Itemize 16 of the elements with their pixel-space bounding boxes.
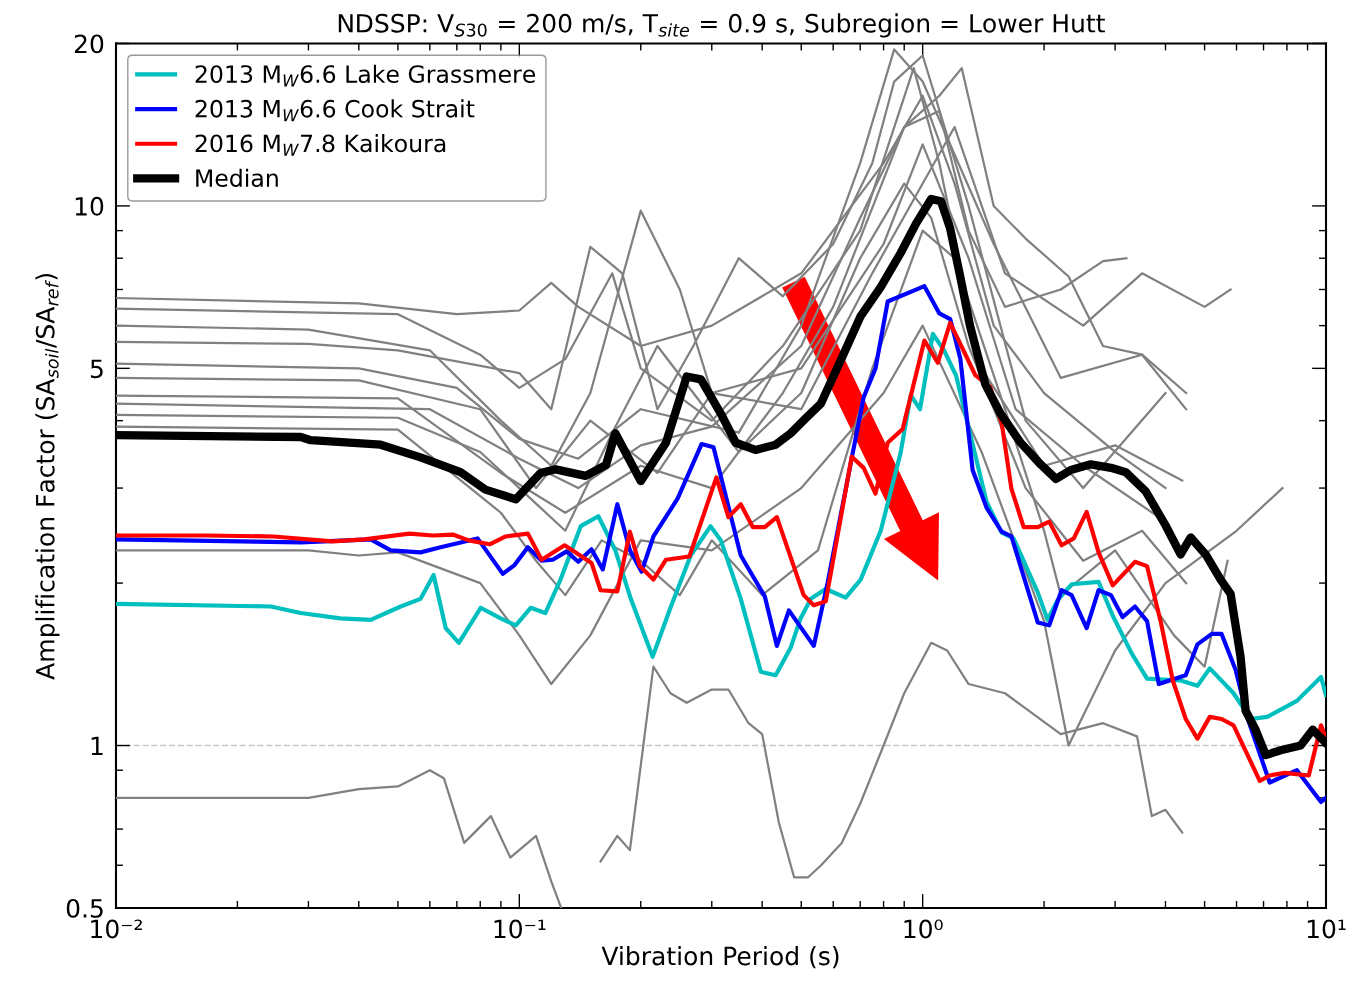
y-tick-label: 10 [75, 196, 104, 216]
chart-title: NDSSP: V$_{S30}$ = 200 m/s, T$_{site}$ = 0.9 s, Subregion = Lower Hutt [338, 13, 1105, 38]
y-tick-label: 0.5 [66, 898, 103, 918]
x-tick-label: 10⁰ [904, 919, 943, 939]
y-axis-title: Amplification Factor (SA$_{soil}$/SA$_{ref}$) [35, 273, 60, 680]
x-tick-label: 10⁻¹ [494, 919, 546, 939]
legend-label: Median [196, 168, 278, 187]
y-tick-label: 20 [74, 34, 104, 54]
legend-label: 2013 M$_{W}$6.6 Lake Grassmere [195, 64, 536, 87]
x-tick-label: 10¹ [1307, 919, 1346, 939]
x-tick-label: 10⁻² [91, 919, 142, 939]
x-axis-title: Vibration Period (s) [601, 946, 839, 969]
y-tick-label: 5 [90, 359, 103, 379]
legend-label: 2013 M$_{W}$6.6 Cook Strait [195, 99, 475, 122]
y-tick-label: 1 [91, 736, 103, 756]
legend-label: 2016 M$_{W}$7.8 Kaikoura [195, 134, 446, 156]
